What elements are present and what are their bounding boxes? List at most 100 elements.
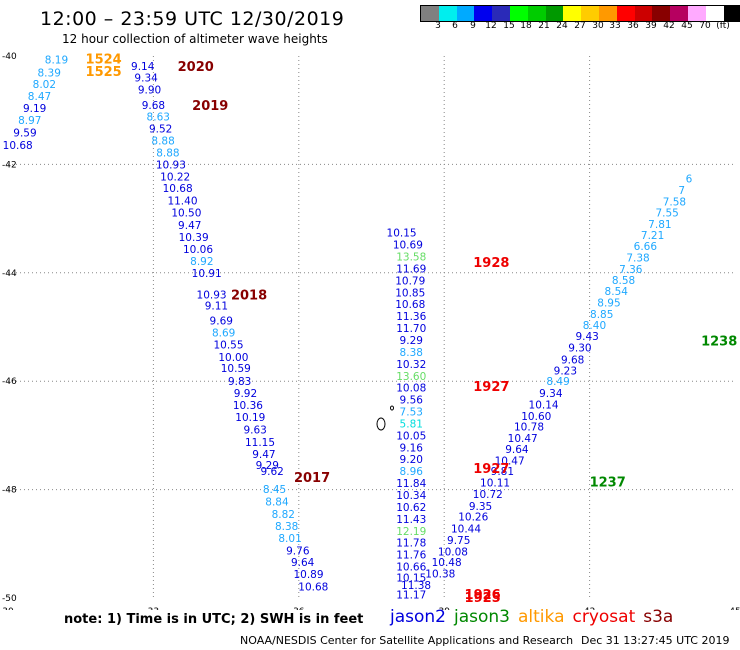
swh-value: 8.88: [156, 147, 179, 159]
swh-value: 6.66: [634, 241, 658, 253]
swh-value: 8.58: [612, 275, 635, 287]
swh-value: 9.68: [561, 355, 584, 367]
swh-value: 11.70: [396, 323, 426, 335]
pass-time-label: 2017: [294, 471, 330, 486]
swh-value: 9.16: [400, 442, 424, 454]
colorbar-label: 70: [699, 21, 711, 31]
swh-value: 10.62: [396, 502, 426, 514]
swh-value: 10.39: [179, 232, 209, 244]
swh-value: 10.68: [3, 140, 33, 152]
swh-value: 9.62: [260, 466, 283, 478]
swh-value: 11.36: [396, 311, 426, 323]
swh-value: 9.76: [286, 545, 310, 557]
swh-value: 13.60: [396, 371, 426, 383]
colorbar-label: 42: [663, 21, 675, 31]
legend-jason2: jason2: [390, 607, 446, 627]
colorbar-swatch: [545, 6, 564, 21]
colorbar-swatch: [527, 6, 546, 21]
swh-value: 10.26: [458, 512, 488, 524]
swh-value: 6: [686, 173, 693, 185]
pass-time-label: 2018: [231, 288, 267, 303]
swh-value: 10.60: [521, 411, 551, 423]
swh-value: 11.17: [396, 590, 426, 602]
colorbar-label: 3: [435, 21, 441, 31]
colorbar-label: 6: [452, 21, 458, 31]
swh-value: 9.19: [23, 103, 46, 115]
swh-value: 8.19: [45, 54, 68, 66]
swh-value: 9.30: [568, 343, 591, 355]
pass-time-label: 1525: [86, 65, 122, 80]
swh-value: 9.83: [228, 376, 251, 388]
swh-value: 8.96: [400, 466, 424, 478]
legend-cryosat: cryosat: [572, 607, 636, 627]
swh-value: 10.68: [298, 582, 328, 594]
swh-value: 11.78: [396, 538, 426, 550]
swh-value: 9.69: [210, 315, 233, 327]
colorbar-swatch: [652, 6, 671, 21]
swh-value: 10.50: [171, 208, 201, 220]
swh-value: 10.38: [425, 569, 455, 581]
x-tick-label: 36: [293, 607, 305, 610]
swh-value: 9.29: [256, 460, 279, 472]
swh-value: 10.11: [480, 478, 510, 490]
y-tick-label: -44: [2, 269, 17, 279]
colorbar-swatch: [474, 6, 493, 21]
swh-value: 10.14: [529, 400, 559, 412]
swh-value: 8.47: [28, 91, 51, 103]
swh-value: 11.69: [396, 263, 426, 275]
swh-value: 12.19: [396, 526, 426, 538]
colorbar-labels: 3 6 9 12 15 18 21 24 27 30 33 36 39 42 45 70 (ft): [420, 21, 740, 35]
swh-value: 10.00: [218, 352, 248, 364]
wave-height-colorbar: [420, 5, 740, 22]
wave-height-tracks: 8.198.398.028.479.198.979.5910.689.149.3…: [3, 54, 693, 601]
map-gridlines: [8, 56, 735, 598]
swh-value: 9.64: [505, 444, 529, 456]
generated-timestamp: Dec 31 13:27:45 UTC 2019: [581, 634, 730, 647]
colorbar-swatch: [705, 6, 724, 21]
swh-value: 8.88: [151, 136, 174, 148]
swh-value: 8.54: [605, 286, 629, 298]
swh-value: 9.64: [291, 557, 315, 569]
swh-value: 10.79: [395, 275, 425, 287]
swh-value: 10.34: [396, 490, 426, 502]
swh-value: 10.85: [395, 287, 425, 299]
colorbar-swatch: [581, 6, 599, 21]
swh-value: 7.58: [663, 196, 686, 208]
colorbar-swatch: [723, 6, 740, 21]
swh-value: 9.52: [149, 124, 172, 136]
swh-value: 7: [678, 185, 685, 197]
swh-value: 9.90: [138, 85, 161, 97]
colorbar-label: 30: [592, 21, 604, 31]
colorbar-label: 36: [627, 21, 639, 31]
pass-time-label: 1238: [701, 335, 737, 350]
y-tick-label: -46: [2, 377, 17, 387]
credit-line: NOAA/NESDIS Center for Satellite Applica…: [240, 634, 574, 647]
swh-value: 10.06: [183, 244, 213, 256]
swh-value: 13.58: [396, 252, 426, 264]
swh-value: 7.36: [619, 264, 643, 276]
swh-value: 10.69: [393, 240, 423, 252]
swh-value: 10.68: [395, 299, 425, 311]
colorbar-swatch: [509, 6, 528, 21]
footer-note: note: 1) Time is in UTC; 2) SWH is in fe…: [64, 612, 364, 627]
small-island-marker: [376, 405, 394, 431]
swh-value: 10.08: [396, 383, 426, 395]
colorbar-label: 39: [645, 21, 657, 31]
swh-value: 7.81: [648, 219, 671, 231]
swh-value: 10.19: [235, 412, 265, 424]
pass-time-label: 1928: [473, 256, 509, 271]
swh-value: 8.38: [400, 347, 423, 359]
colorbar-swatch: [616, 6, 635, 21]
pass-time-label: 1237: [590, 475, 626, 490]
swh-value: 7.55: [655, 208, 678, 220]
swh-value: 10.36: [233, 400, 263, 412]
swh-value: 10.59: [221, 363, 251, 375]
swh-value: 10.15: [396, 572, 426, 584]
map-title: 12:00 – 23:59 UTC 12/30/2019: [40, 8, 345, 30]
swh-value: 10.93: [156, 159, 186, 171]
swh-value: 10.15: [387, 228, 417, 240]
swh-value: 8.69: [212, 327, 235, 339]
satellite-legend: jason2 jason3 altika cryosat s3a: [390, 607, 673, 627]
